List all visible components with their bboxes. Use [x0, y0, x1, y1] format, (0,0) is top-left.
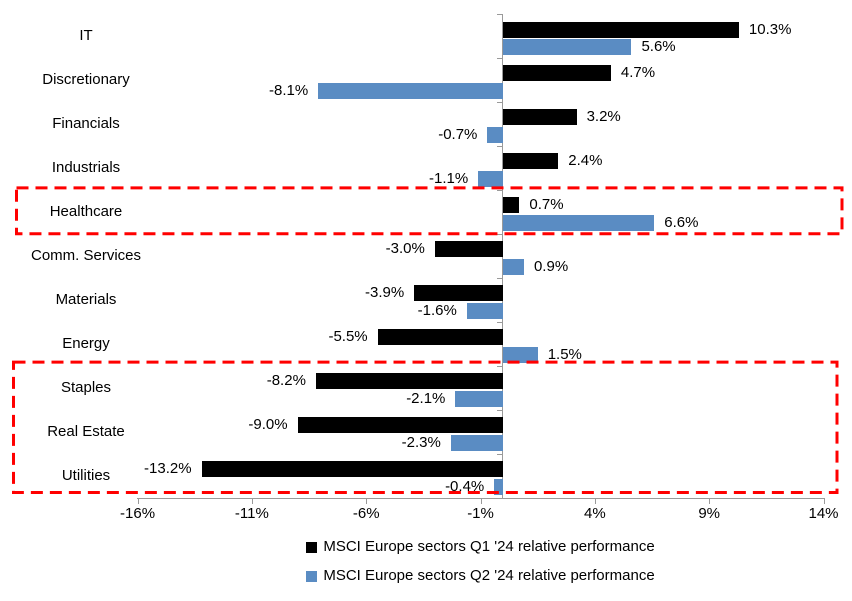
bar-value-label: 6.6%: [664, 214, 699, 232]
category-label-discretionary: Discretionary: [42, 70, 130, 88]
legend-label-q1: MSCI Europe sectors Q1 '24 relative perf…: [323, 538, 655, 555]
category-axis-tick: [497, 277, 503, 279]
bar-value-label: 0.9%: [533, 257, 569, 275]
bar-q2-real-estate: [450, 434, 504, 451]
bar-value-label: -1.1%: [429, 170, 469, 188]
bar-value-label: -1.6%: [417, 301, 457, 319]
bar-value-label: -0.4%: [445, 477, 485, 495]
bar-q2-discretionary: [318, 83, 504, 100]
bar-q1-industrials: [503, 153, 559, 170]
x-tick-label: -6%: [352, 505, 380, 522]
bar-q1-staples: [315, 373, 504, 390]
legend-swatch-q2-icon: [306, 570, 318, 582]
category-label-real-estate: Real Estate: [47, 422, 125, 440]
bar-value-label: 0.7%: [529, 196, 564, 214]
bar-value-label: -8.2%: [266, 372, 306, 390]
bar-q2-financials: [487, 127, 504, 144]
category-axis-tick: [497, 101, 503, 103]
bar-q2-industrials: [478, 171, 504, 188]
value-axis-tick: [709, 497, 711, 504]
value-axis-tick: [480, 497, 482, 504]
bar-value-label: -2.1%: [406, 389, 446, 407]
category-label-it: IT: [79, 26, 93, 44]
x-tick-label: 14%: [808, 505, 839, 522]
bar-q1-utilities: [201, 461, 504, 478]
category-label-materials: Materials: [55, 290, 117, 308]
category-axis-tick: [497, 145, 503, 147]
category-axis-tick: [497, 57, 503, 59]
bar-value-label: -2.3%: [401, 433, 441, 451]
category-label-financials: Financials: [52, 114, 120, 132]
bar-value-label: -9.0%: [248, 416, 288, 434]
category-label-industrials: Industrials: [51, 158, 121, 176]
legend-item-q1: MSCI Europe sectors Q1 '24 relative perf…: [306, 536, 655, 558]
value-axis-tick: [137, 497, 139, 504]
bar-q1-energy: [377, 329, 504, 346]
bar-q1-financials: [503, 109, 577, 126]
category-axis-tick: [497, 321, 503, 323]
bar-q1-comm-services: [434, 241, 504, 258]
bar-q1-it: [503, 21, 739, 38]
x-tick-label: -1%: [467, 505, 494, 522]
bar-q1-discretionary: [503, 65, 611, 82]
value-axis-tick: [366, 497, 368, 504]
bar-value-label: 1.5%: [547, 345, 582, 363]
bar-value-label: 10.3%: [748, 20, 792, 38]
x-tick-label: -11%: [234, 505, 269, 522]
bar-q2-healthcare: [503, 215, 655, 232]
x-tick-label: -16%: [120, 505, 156, 522]
bar-value-label: -8.1%: [269, 82, 309, 100]
bar-q2-staples: [455, 390, 504, 407]
category-label-energy: Energy: [62, 334, 110, 352]
bar-q2-materials: [466, 302, 504, 319]
legend-swatch-q1-icon: [306, 541, 318, 553]
category-axis-tick: [497, 14, 503, 15]
category-label-staples: Staples: [60, 378, 112, 396]
legend: MSCI Europe sectors Q1 '24 relative perf…: [137, 536, 824, 587]
x-tick-label: 4%: [584, 505, 606, 522]
legend-label-q2: MSCI Europe sectors Q2 '24 relative perf…: [323, 567, 655, 584]
bar-value-label: -0.7%: [438, 126, 478, 144]
value-axis-tick: [823, 497, 825, 504]
bar-value-label: 3.2%: [586, 108, 621, 126]
value-axis-tick: [251, 497, 253, 504]
category-axis-tick: [497, 365, 503, 367]
category-axis-tick: [497, 409, 503, 411]
x-tick-label: 9%: [698, 505, 721, 522]
bar-value-label: -3.9%: [365, 284, 405, 302]
category-axis-tick: [497, 189, 503, 191]
bar-q1-healthcare: [503, 197, 520, 214]
category-axis-tick: [497, 233, 503, 235]
bar-q2-energy: [503, 346, 538, 363]
bar-q2-comm-services: [503, 258, 524, 275]
legend-item-q2: MSCI Europe sectors Q2 '24 relative perf…: [306, 565, 655, 587]
bar-q1-real-estate: [297, 417, 504, 434]
bar-q2-it: [503, 39, 632, 56]
bar-value-label: -13.2%: [144, 460, 192, 478]
value-axis-line: [137, 497, 824, 499]
bar-q2-utilities: [494, 478, 504, 495]
category-label-healthcare: Healthcare: [49, 202, 123, 220]
value-axis-tick: [594, 497, 596, 504]
bar-value-label: 5.6%: [641, 38, 676, 56]
bar-value-label: -3.0%: [385, 240, 425, 258]
bar-value-label: -5.5%: [328, 328, 368, 346]
bar-q1-materials: [414, 285, 504, 302]
bar-value-label: 4.7%: [620, 64, 656, 82]
category-axis-tick: [497, 453, 503, 455]
bar-value-label: 2.4%: [568, 152, 603, 170]
category-label-comm-services: Comm. Services: [30, 246, 142, 264]
